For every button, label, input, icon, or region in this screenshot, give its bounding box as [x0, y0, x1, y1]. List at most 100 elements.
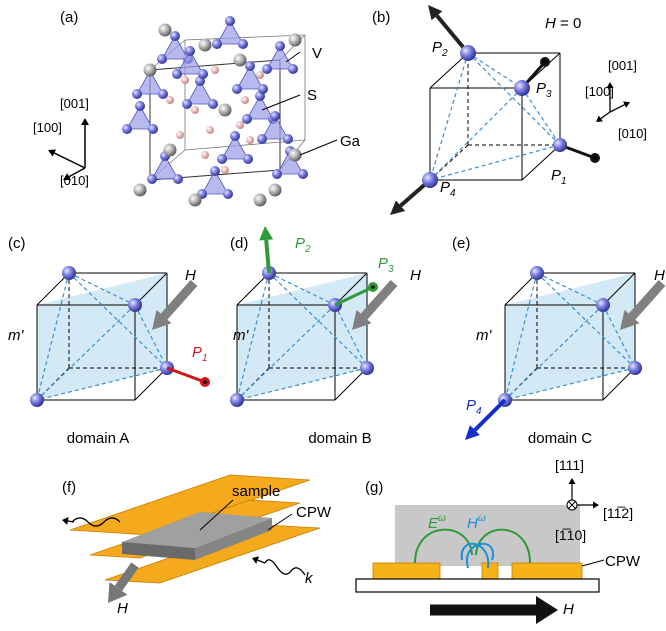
line — [261, 94, 301, 111]
sphere — [268, 183, 282, 197]
sphere — [135, 101, 145, 111]
panel-label: (f) — [62, 479, 76, 496]
point-label: P4 — [440, 179, 456, 199]
atom-label: S — [307, 87, 317, 104]
arrow-head — [536, 596, 558, 624]
sphere — [460, 45, 476, 61]
line — [429, 52, 469, 181]
tetrahedron — [201, 170, 229, 195]
line — [68, 167, 86, 178]
arrow-head — [62, 517, 69, 525]
sphere — [225, 16, 235, 26]
arrow-head — [593, 501, 599, 509]
field-label: H = 0 — [545, 15, 581, 32]
axis-label: [100] — [585, 84, 614, 99]
wave-label: k — [305, 570, 314, 587]
arrow-head — [81, 118, 89, 125]
line — [268, 272, 336, 306]
line — [134, 367, 168, 401]
line — [199, 499, 234, 531]
domain-label: domain C — [528, 430, 592, 447]
line — [334, 285, 374, 307]
point-label: P1 — [551, 167, 567, 187]
line — [521, 144, 561, 181]
line — [236, 304, 336, 401]
sphere — [212, 39, 222, 49]
wave — [71, 517, 121, 527]
sphere — [245, 61, 255, 71]
line — [114, 562, 139, 591]
line — [36, 272, 70, 401]
line — [536, 272, 636, 369]
arrow-head — [620, 309, 640, 330]
axis-label: [010] — [60, 173, 89, 188]
line — [134, 272, 168, 306]
arrow-head — [596, 115, 603, 122]
sphere — [122, 124, 132, 134]
tetrahedron — [266, 45, 294, 70]
sphere — [233, 53, 247, 67]
sphere — [221, 166, 229, 174]
hfield-arc — [465, 542, 495, 569]
line — [602, 304, 636, 369]
arrow-head — [465, 425, 480, 440]
sample-label: sample — [232, 483, 280, 500]
sphere — [185, 46, 195, 56]
sphere — [181, 76, 189, 84]
sample-side — [195, 518, 272, 560]
sphere — [218, 103, 232, 117]
plane-label: m' — [233, 327, 249, 344]
field-label: H — [410, 267, 421, 284]
cpw-strip — [69, 474, 311, 536]
sphere — [258, 84, 268, 94]
panel-label: (d) — [230, 235, 248, 252]
substrate — [355, 578, 600, 593]
sphere — [514, 80, 530, 96]
cpw-label: CPW — [605, 553, 641, 570]
sphere — [198, 38, 212, 52]
atom-label: Ga — [340, 133, 361, 150]
sphere — [182, 99, 192, 109]
sphere — [422, 172, 438, 188]
arrow-head — [108, 581, 128, 603]
cpw-strip — [511, 562, 583, 580]
direction-label: [11̅2] — [603, 505, 633, 521]
cpw-strip — [481, 562, 499, 580]
line — [429, 87, 523, 181]
sphere — [257, 134, 267, 144]
tetrahedron — [276, 150, 304, 175]
line — [236, 367, 368, 401]
line — [236, 272, 270, 306]
cpw-label: CPW — [296, 504, 332, 521]
line — [429, 144, 561, 181]
line — [257, 559, 266, 564]
line — [602, 367, 636, 401]
sphere — [230, 131, 240, 141]
sphere — [206, 126, 214, 134]
line — [267, 513, 293, 531]
sphere — [133, 183, 147, 197]
line — [166, 366, 206, 384]
line — [467, 52, 561, 146]
line — [504, 272, 538, 306]
tetrahedron — [126, 105, 154, 130]
sphere — [275, 41, 285, 51]
sphere — [288, 64, 298, 74]
plane-label: m' — [476, 327, 492, 344]
tetrahedron — [136, 70, 164, 95]
direction-label: [1̅10] — [555, 527, 586, 543]
panel-label: (b) — [372, 9, 390, 26]
line — [285, 51, 301, 63]
tetrahedron — [161, 35, 189, 60]
line — [36, 304, 136, 401]
sphere — [628, 361, 642, 375]
sphere — [158, 89, 168, 99]
domain-label: domain A — [67, 430, 130, 447]
sphere — [147, 174, 157, 184]
sphere — [208, 99, 218, 109]
axis-label: [001] — [608, 58, 637, 73]
tetrahedron — [151, 155, 179, 180]
sphere — [62, 266, 76, 280]
sphere — [236, 121, 244, 129]
tetrahedron — [236, 65, 264, 90]
